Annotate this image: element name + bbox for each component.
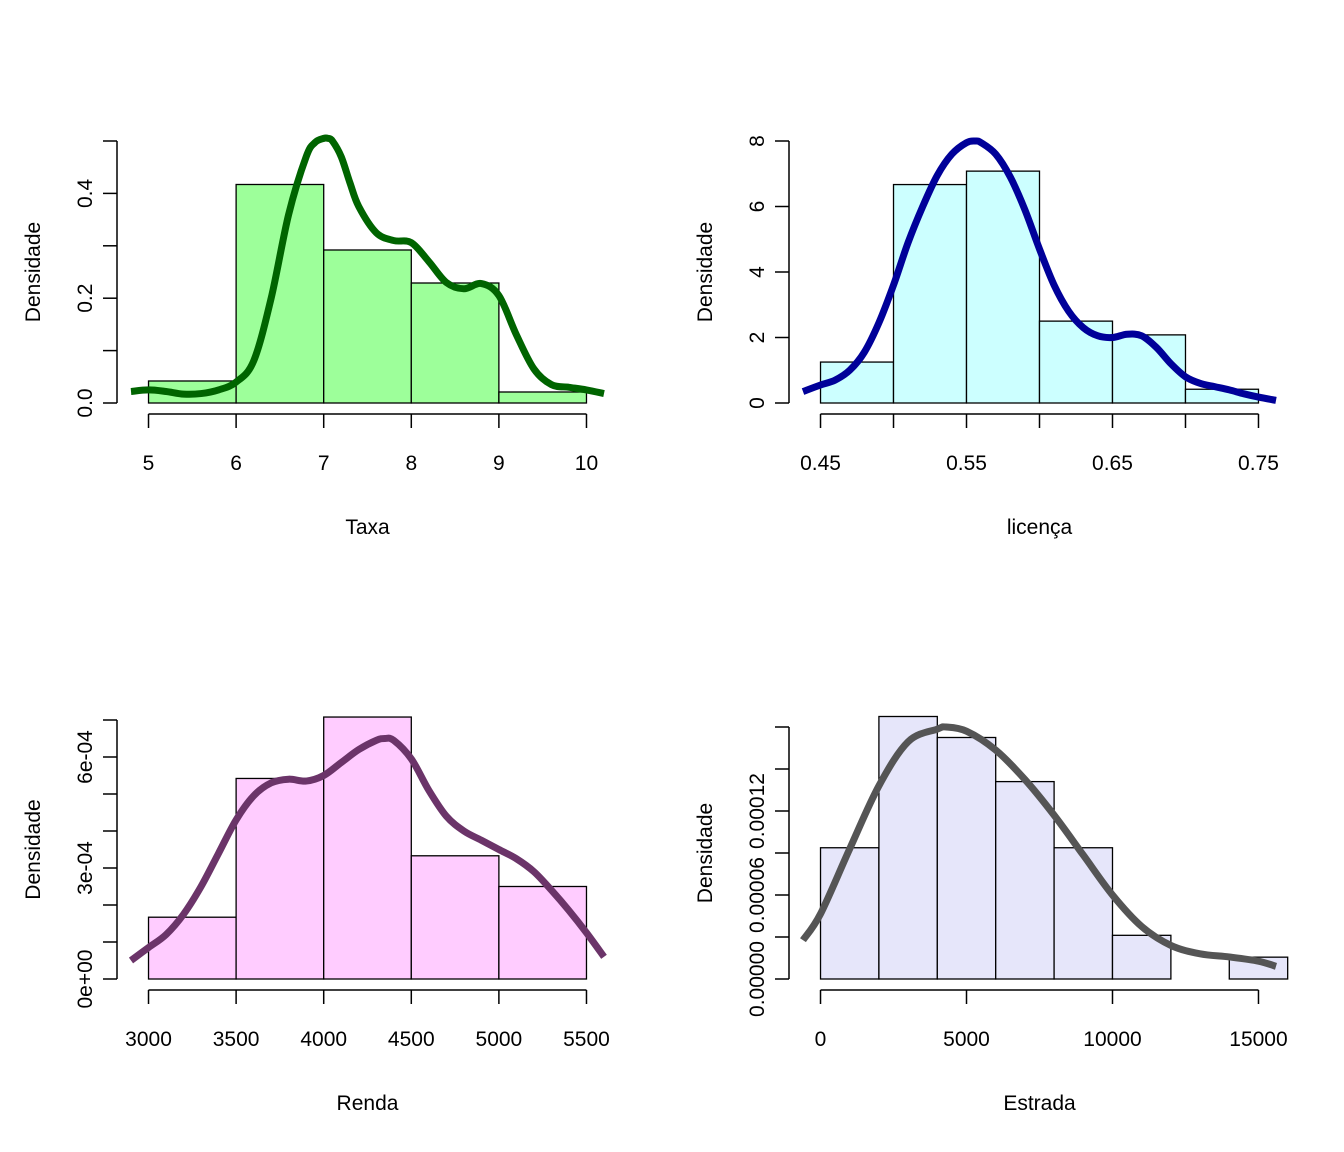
y-tick-label: 0.00000 bbox=[746, 941, 769, 1017]
histogram-bar bbox=[1053, 847, 1114, 980]
y-tick-label: 2 bbox=[746, 332, 769, 344]
x-tick-label: 3500 bbox=[213, 1028, 260, 1051]
x-axis-title: licença bbox=[1007, 516, 1073, 539]
histogram-bar bbox=[498, 391, 588, 404]
x-tick-label: 4000 bbox=[300, 1028, 347, 1051]
x-tick-label: 0.55 bbox=[946, 452, 987, 475]
x-tick-label: 0 bbox=[815, 1028, 827, 1051]
x-tick-label: 5000 bbox=[476, 1028, 523, 1051]
y-tick-label: 0.4 bbox=[74, 178, 97, 208]
x-tick-label: 6 bbox=[230, 452, 242, 475]
y-tick-label: 0 bbox=[746, 397, 769, 409]
x-tick-label: 15000 bbox=[1229, 1028, 1287, 1051]
y-tick-label: 4 bbox=[746, 266, 769, 278]
x-axis-title: Taxa bbox=[345, 516, 390, 539]
density-curve bbox=[128, 734, 607, 964]
density-curve bbox=[130, 134, 605, 398]
histogram-bar bbox=[936, 736, 997, 980]
x-tick-label: 5500 bbox=[563, 1028, 610, 1051]
y-tick-label: 0.0 bbox=[74, 388, 97, 417]
x-tick-label: 0.65 bbox=[1092, 452, 1133, 475]
x-tick-label: 5000 bbox=[943, 1028, 990, 1051]
x-axis-title: Renda bbox=[337, 1092, 399, 1115]
x-tick-label: 9 bbox=[493, 452, 505, 475]
x-tick-label: 8 bbox=[405, 452, 417, 475]
histogram-bar bbox=[410, 282, 500, 404]
x-tick-label: 4500 bbox=[388, 1028, 435, 1051]
histogram-bar bbox=[498, 885, 588, 980]
x-tick-label: 5 bbox=[143, 452, 155, 475]
y-tick-label: 0.00006 bbox=[746, 857, 769, 933]
y-tick-label: 3e-04 bbox=[74, 841, 97, 895]
histogram-bar bbox=[235, 777, 325, 980]
x-tick-label: 0.45 bbox=[800, 452, 841, 475]
x-tick-label: 7 bbox=[318, 452, 330, 475]
y-tick-label: 6e-04 bbox=[74, 730, 97, 784]
histogram-bar bbox=[878, 715, 938, 980]
y-tick-label: 6 bbox=[746, 201, 769, 213]
density-curve bbox=[800, 723, 1278, 970]
x-tick-label: 10 bbox=[575, 452, 598, 475]
y-tick-label: 8 bbox=[746, 135, 769, 147]
y-tick-label: 0e+00 bbox=[74, 950, 97, 1009]
histogram-bar bbox=[995, 780, 1055, 980]
y-axis-title: Densidade bbox=[694, 222, 717, 322]
x-tick-label: 0.75 bbox=[1238, 452, 1279, 475]
histogram-bar bbox=[965, 170, 1041, 404]
x-tick-label: 10000 bbox=[1083, 1028, 1141, 1051]
y-tick-label: 0.2 bbox=[74, 284, 97, 313]
x-tick-label: 3000 bbox=[125, 1028, 172, 1051]
y-axis-title: Densidade bbox=[22, 799, 45, 899]
y-axis-title: Densidade bbox=[22, 222, 45, 322]
density-curve bbox=[801, 137, 1277, 404]
histogram-bar bbox=[323, 249, 412, 404]
x-axis-title: Estrada bbox=[1003, 1092, 1076, 1115]
y-axis-title: Densidade bbox=[694, 803, 717, 903]
y-tick-label: 0.00012 bbox=[746, 773, 769, 849]
histogram-bar bbox=[892, 183, 968, 404]
histogram-bar bbox=[819, 847, 880, 980]
